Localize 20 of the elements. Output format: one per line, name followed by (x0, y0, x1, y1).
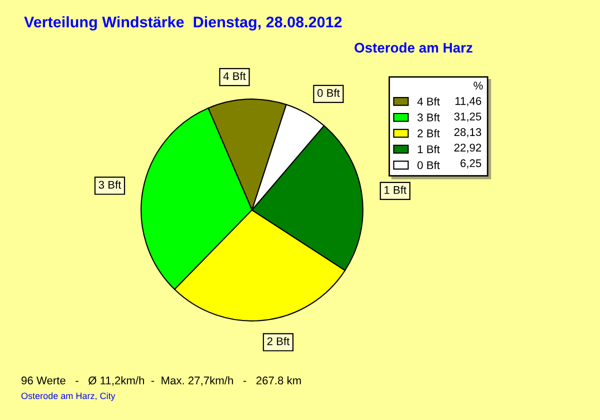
data-label: 22,92 (454, 144, 482, 153)
legend-label: 1 Bft (418, 145, 440, 154)
data-label: 6,25 (460, 159, 482, 168)
legend-title: % (474, 82, 483, 90)
chart-subtitle: Osterode am Harz (354, 42, 472, 53)
data-label: 28,13 (454, 128, 482, 138)
data-label: 31,25 (454, 112, 482, 122)
legend-label: 0 Bft (417, 160, 440, 170)
data-label: 11,46 (455, 97, 482, 106)
slice-label: 4 Bft (223, 72, 246, 80)
text: Osterode am Harz, City (21, 392, 116, 401)
legend-label: 2 Bft (418, 129, 440, 138)
slice-label: 0 Bft (317, 88, 340, 97)
slice-label: 1 Bft (384, 186, 406, 194)
text: 96 Werte - Ø 11,2km/h - Max. 27,7km/h - 267.8 km (22, 376, 301, 386)
legend-label: 3 Bft (417, 113, 440, 122)
slice-label: 2 Bft (267, 337, 290, 346)
chart-title: Verteilung Windstärke Dienstag, 28.08.2012 (24, 16, 342, 31)
slice-label: 3 Bft (98, 180, 122, 189)
legend-label: 4 Bft (417, 97, 440, 106)
